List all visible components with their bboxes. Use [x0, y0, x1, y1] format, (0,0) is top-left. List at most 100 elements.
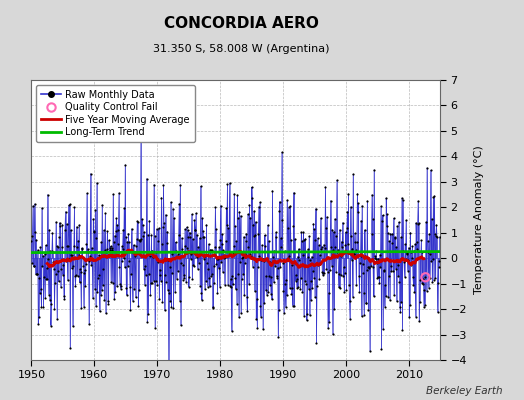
Point: [284, 255, 292, 262]
Point: [347, 232, 355, 239]
Point: [261, 242, 269, 249]
Point: [350, 250, 358, 257]
Point: [392, 244, 400, 250]
Point: [79, 255, 87, 261]
Point: [408, 254, 416, 261]
Point: [346, 204, 355, 210]
Point: [181, 243, 190, 249]
Point: [152, 278, 160, 284]
Point: [394, 261, 402, 268]
Point: [192, 254, 201, 261]
Point: [70, 243, 78, 249]
Point: [46, 297, 54, 303]
Point: [88, 245, 96, 251]
Point: [424, 249, 432, 255]
Point: [236, 212, 245, 219]
Point: [429, 194, 438, 200]
Point: [77, 305, 85, 312]
Point: [234, 214, 242, 221]
Point: [343, 208, 352, 215]
Point: [211, 244, 219, 251]
Point: [140, 229, 148, 235]
Point: [128, 248, 136, 254]
Point: [420, 303, 428, 310]
Point: [379, 267, 388, 273]
Point: [52, 243, 61, 250]
Point: [434, 280, 442, 286]
Point: [251, 232, 259, 238]
Point: [149, 277, 158, 284]
Point: [220, 252, 228, 258]
Point: [132, 294, 140, 301]
Point: [263, 291, 271, 298]
Point: [101, 210, 110, 216]
Point: [121, 264, 129, 270]
Point: [100, 297, 108, 304]
Point: [95, 272, 103, 279]
Point: [245, 202, 254, 208]
Point: [229, 250, 237, 256]
Point: [317, 246, 325, 253]
Point: [213, 256, 221, 262]
Point: [289, 223, 298, 230]
Point: [374, 274, 382, 280]
Point: [307, 296, 315, 303]
Point: [80, 304, 88, 310]
Point: [34, 321, 42, 327]
Point: [207, 272, 215, 279]
Point: [135, 237, 144, 244]
Point: [326, 254, 334, 261]
Point: [279, 288, 288, 294]
Point: [297, 229, 305, 236]
Point: [203, 283, 212, 290]
Point: [169, 206, 177, 212]
Point: [217, 241, 226, 248]
Point: [113, 222, 122, 228]
Point: [54, 268, 62, 275]
Point: [214, 256, 222, 262]
Point: [225, 249, 233, 255]
Point: [365, 264, 374, 271]
Point: [201, 286, 209, 292]
Point: [428, 279, 436, 286]
Point: [433, 309, 442, 315]
Point: [93, 180, 101, 186]
Point: [219, 247, 227, 254]
Point: [281, 304, 290, 310]
Point: [223, 222, 231, 228]
Legend: Raw Monthly Data, Quality Control Fail, Five Year Moving Average, Long-Term Tren: Raw Monthly Data, Quality Control Fail, …: [36, 85, 195, 142]
Point: [220, 254, 228, 261]
Point: [100, 227, 108, 234]
Point: [314, 242, 323, 249]
Point: [66, 201, 74, 208]
Point: [141, 272, 150, 278]
Point: [241, 260, 249, 266]
Point: [305, 233, 313, 240]
Point: [114, 241, 122, 247]
Point: [259, 258, 268, 264]
Point: [144, 310, 152, 317]
Point: [108, 280, 117, 286]
Point: [204, 266, 212, 272]
Point: [130, 250, 139, 256]
Point: [394, 273, 402, 279]
Point: [311, 237, 320, 243]
Point: [81, 267, 89, 273]
Point: [426, 251, 434, 257]
Point: [421, 274, 430, 280]
Point: [222, 238, 230, 244]
Point: [202, 222, 211, 228]
Point: [308, 284, 316, 291]
Point: [243, 308, 252, 314]
Point: [201, 252, 210, 259]
Point: [138, 222, 147, 228]
Point: [386, 297, 394, 303]
Point: [293, 285, 301, 291]
Point: [293, 253, 302, 260]
Point: [193, 232, 201, 238]
Point: [256, 199, 264, 206]
Point: [264, 222, 272, 228]
Point: [115, 190, 123, 196]
Point: [404, 257, 412, 263]
Point: [359, 270, 367, 276]
